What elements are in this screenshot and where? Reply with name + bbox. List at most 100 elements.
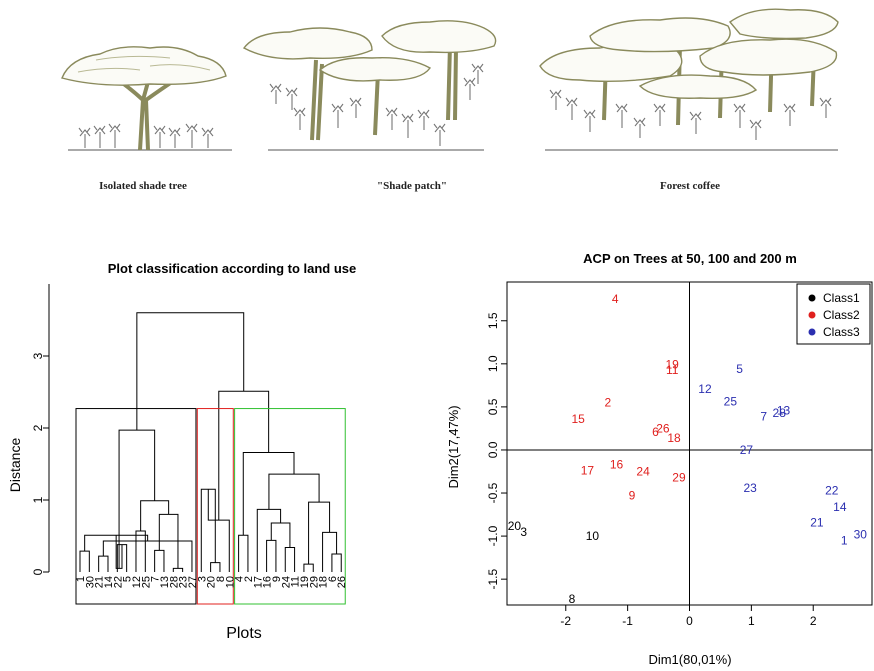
dendrogram-leaf-label: 29 xyxy=(308,576,320,588)
illustrations: Isolated shade tree "Shade patch" Forest… xyxy=(61,8,839,192)
scatter-y-tick-label: -0.5 xyxy=(486,482,500,503)
scatter-y-tick-label: 0.5 xyxy=(486,398,500,415)
scatter-point-label: 25 xyxy=(724,395,738,409)
scatter-point-label: 26 xyxy=(656,421,670,435)
scatter-x-tick-label: -1 xyxy=(622,614,633,628)
scatter-zero-lines xyxy=(507,282,872,605)
dendrogram-link xyxy=(308,501,331,565)
scatter-point-label: 11 xyxy=(666,363,679,377)
dendrogram-leaf-label: 20 xyxy=(206,576,218,588)
scatter-point-label: 3 xyxy=(520,525,527,539)
dendrogram-link xyxy=(98,555,109,572)
dendrogram-y-tick-label: 2 xyxy=(31,424,45,431)
dendrogram-cluster-boxes xyxy=(75,408,346,605)
legend-marker xyxy=(808,311,816,319)
dendrogram-link xyxy=(322,531,338,572)
dendrogram-leaf-label: 8 xyxy=(215,576,227,582)
scatter-x-tick-label: -2 xyxy=(560,614,571,628)
scatter-point-label: 14 xyxy=(833,500,847,514)
dendrogram-leaf-label: 12 xyxy=(131,576,143,588)
dendrogram-leaf-label: 18 xyxy=(318,576,330,588)
forest-coffee-illustration xyxy=(539,8,839,151)
dendrogram-leaf-label: 5 xyxy=(122,576,134,582)
dendrogram-leaf-label: 11 xyxy=(290,576,302,587)
scatter-point-label: 16 xyxy=(610,458,624,472)
dendrogram-link xyxy=(303,563,314,572)
legend-label: Class1 xyxy=(823,291,860,305)
dendrogram-chart: Plot classification according to land us… xyxy=(7,261,356,642)
dendrogram-cluster-box xyxy=(234,408,346,605)
isolated-shade-tree-illustration xyxy=(61,46,232,151)
dendrogram-leaf-label: 13 xyxy=(159,576,171,588)
legend-marker xyxy=(808,294,816,302)
dendrogram-link xyxy=(140,500,170,531)
scatter-point-label: 15 xyxy=(571,412,585,426)
dendrogram-leaf-label: 30 xyxy=(84,576,96,588)
scatter-point-label: 23 xyxy=(743,481,757,495)
dendrogram-cluster-box xyxy=(75,408,197,605)
scatter-point-label: 5 xyxy=(736,362,743,376)
caption-shade-patch: "Shade patch" xyxy=(377,180,447,192)
dendrogram-leaf-label: 2 xyxy=(243,576,255,582)
scatter-title: ACP on Trees at 50, 100 and 200 m xyxy=(583,251,797,266)
dendrogram-leaf-labels: 1302114225122571328232732081042171692411… xyxy=(75,576,348,588)
scatter-point-label: 2 xyxy=(604,396,611,410)
dendrogram-leaf-label: 19 xyxy=(299,576,311,588)
scatter-legend: Class1 Class2 Class3 xyxy=(796,283,871,345)
scatter-y-label: Dim2(17,47%) xyxy=(446,405,461,488)
caption-forest-coffee: Forest coffee xyxy=(660,180,720,192)
acp-scatter-chart: ACP on Trees at 50, 100 and 200 m -2 -1 0 1… xyxy=(446,251,873,667)
dendrogram-y-label: Distance xyxy=(7,438,23,493)
dendrogram-leaf-label: 17 xyxy=(252,576,264,588)
dendrogram-link xyxy=(210,562,221,572)
legend-marker xyxy=(808,328,816,336)
scatter-point-label: 24 xyxy=(636,464,650,478)
scatter-point-label: 13 xyxy=(777,403,791,417)
dendrogram-leaf-label: 21 xyxy=(94,576,106,588)
scatter-point-label: 21 xyxy=(810,515,824,529)
dendrogram-leaf-label: 23 xyxy=(178,576,190,588)
scatter-y-tick-label: -1.5 xyxy=(486,568,500,589)
dendrogram-leaf-label: 3 xyxy=(196,576,208,582)
scatter-y-tick-label: 1.5 xyxy=(486,312,500,329)
dendrogram-cluster-box xyxy=(196,408,234,605)
caption-isolated-shade-tree: Isolated shade tree xyxy=(99,180,187,192)
dendrogram-leaf-label: 6 xyxy=(327,576,339,582)
scatter-point-label: 20 xyxy=(508,519,522,533)
scatter-point-label: 28 xyxy=(773,406,787,420)
dendrogram-link xyxy=(118,429,156,569)
scatter-point-label: 27 xyxy=(740,443,754,457)
dendrogram-link xyxy=(266,539,277,572)
dendrogram-link xyxy=(331,553,342,572)
scatter-point-label: 17 xyxy=(581,464,595,478)
scatter-point-label: 18 xyxy=(667,431,681,445)
scatter-y-tick-label: -1.0 xyxy=(486,525,500,546)
dendrogram-link xyxy=(79,550,90,572)
scatter-point-label: 4 xyxy=(612,292,619,306)
dendrogram-leaf-label: 10 xyxy=(224,576,236,588)
dendrogram-leaf-label: 26 xyxy=(336,576,348,588)
scatter-point-label: 7 xyxy=(760,409,767,423)
dendrogram-y-tick-label: 1 xyxy=(31,496,45,503)
dendrogram-leaf-label: 27 xyxy=(187,576,199,588)
dendrogram-leaf-label: 1 xyxy=(75,576,87,582)
dendrogram-leaf-label: 16 xyxy=(262,576,274,588)
dendrogram-y-tick-label: 3 xyxy=(31,352,45,359)
scatter-point-label: 29 xyxy=(672,471,686,485)
scatter-point-label: 19 xyxy=(665,358,679,372)
dendrogram-leaf-label: 25 xyxy=(140,576,152,588)
dendrogram-leaf-label: 4 xyxy=(234,576,246,582)
scatter-point-label: 1 xyxy=(841,533,848,547)
dendrogram-y-tick-label: 0 xyxy=(31,568,45,575)
scatter-point-label: 30 xyxy=(854,527,868,541)
dendrogram-leaf-label: 22 xyxy=(112,576,124,588)
scatter-point-label: 8 xyxy=(569,592,576,606)
scatter-y-tick-label: 1.0 xyxy=(486,355,500,372)
dendrogram-leaf-label: 28 xyxy=(168,576,180,588)
dendrogram-links xyxy=(79,312,342,572)
dendrogram-leaf-label: 7 xyxy=(150,576,162,582)
dendrogram-title: Plot classification according to land us… xyxy=(108,261,357,276)
legend-label: Class3 xyxy=(823,325,860,339)
